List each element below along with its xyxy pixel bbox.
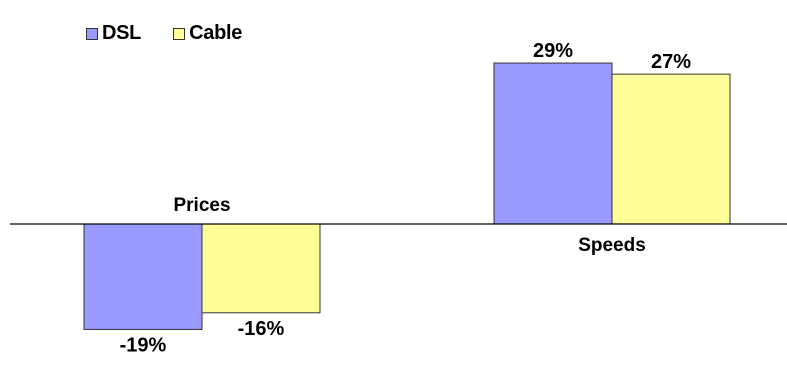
data-label-cable-speeds: 27% — [651, 51, 691, 73]
data-label-dsl-speeds: 29% — [533, 40, 573, 62]
legend-item-cable: Cable — [173, 22, 242, 45]
category-label-prices: Prices — [173, 195, 230, 216]
legend: DSL Cable — [86, 22, 274, 45]
legend-swatch-dsl — [86, 27, 98, 40]
data-label-cable-prices: -16% — [238, 318, 285, 340]
category-label-speeds: Speeds — [578, 235, 646, 256]
legend-label-cable: Cable — [189, 22, 243, 44]
bar-dsl-speeds — [493, 62, 613, 225]
legend-swatch-cable — [173, 27, 186, 40]
bar-cable-speeds — [611, 73, 731, 225]
data-label-dsl-prices: -19% — [120, 334, 167, 356]
bar-cable-prices — [201, 223, 321, 314]
legend-item-dsl: DSL — [86, 22, 141, 45]
bar-dsl-prices — [83, 223, 203, 330]
legend-label-dsl: DSL — [102, 22, 142, 44]
